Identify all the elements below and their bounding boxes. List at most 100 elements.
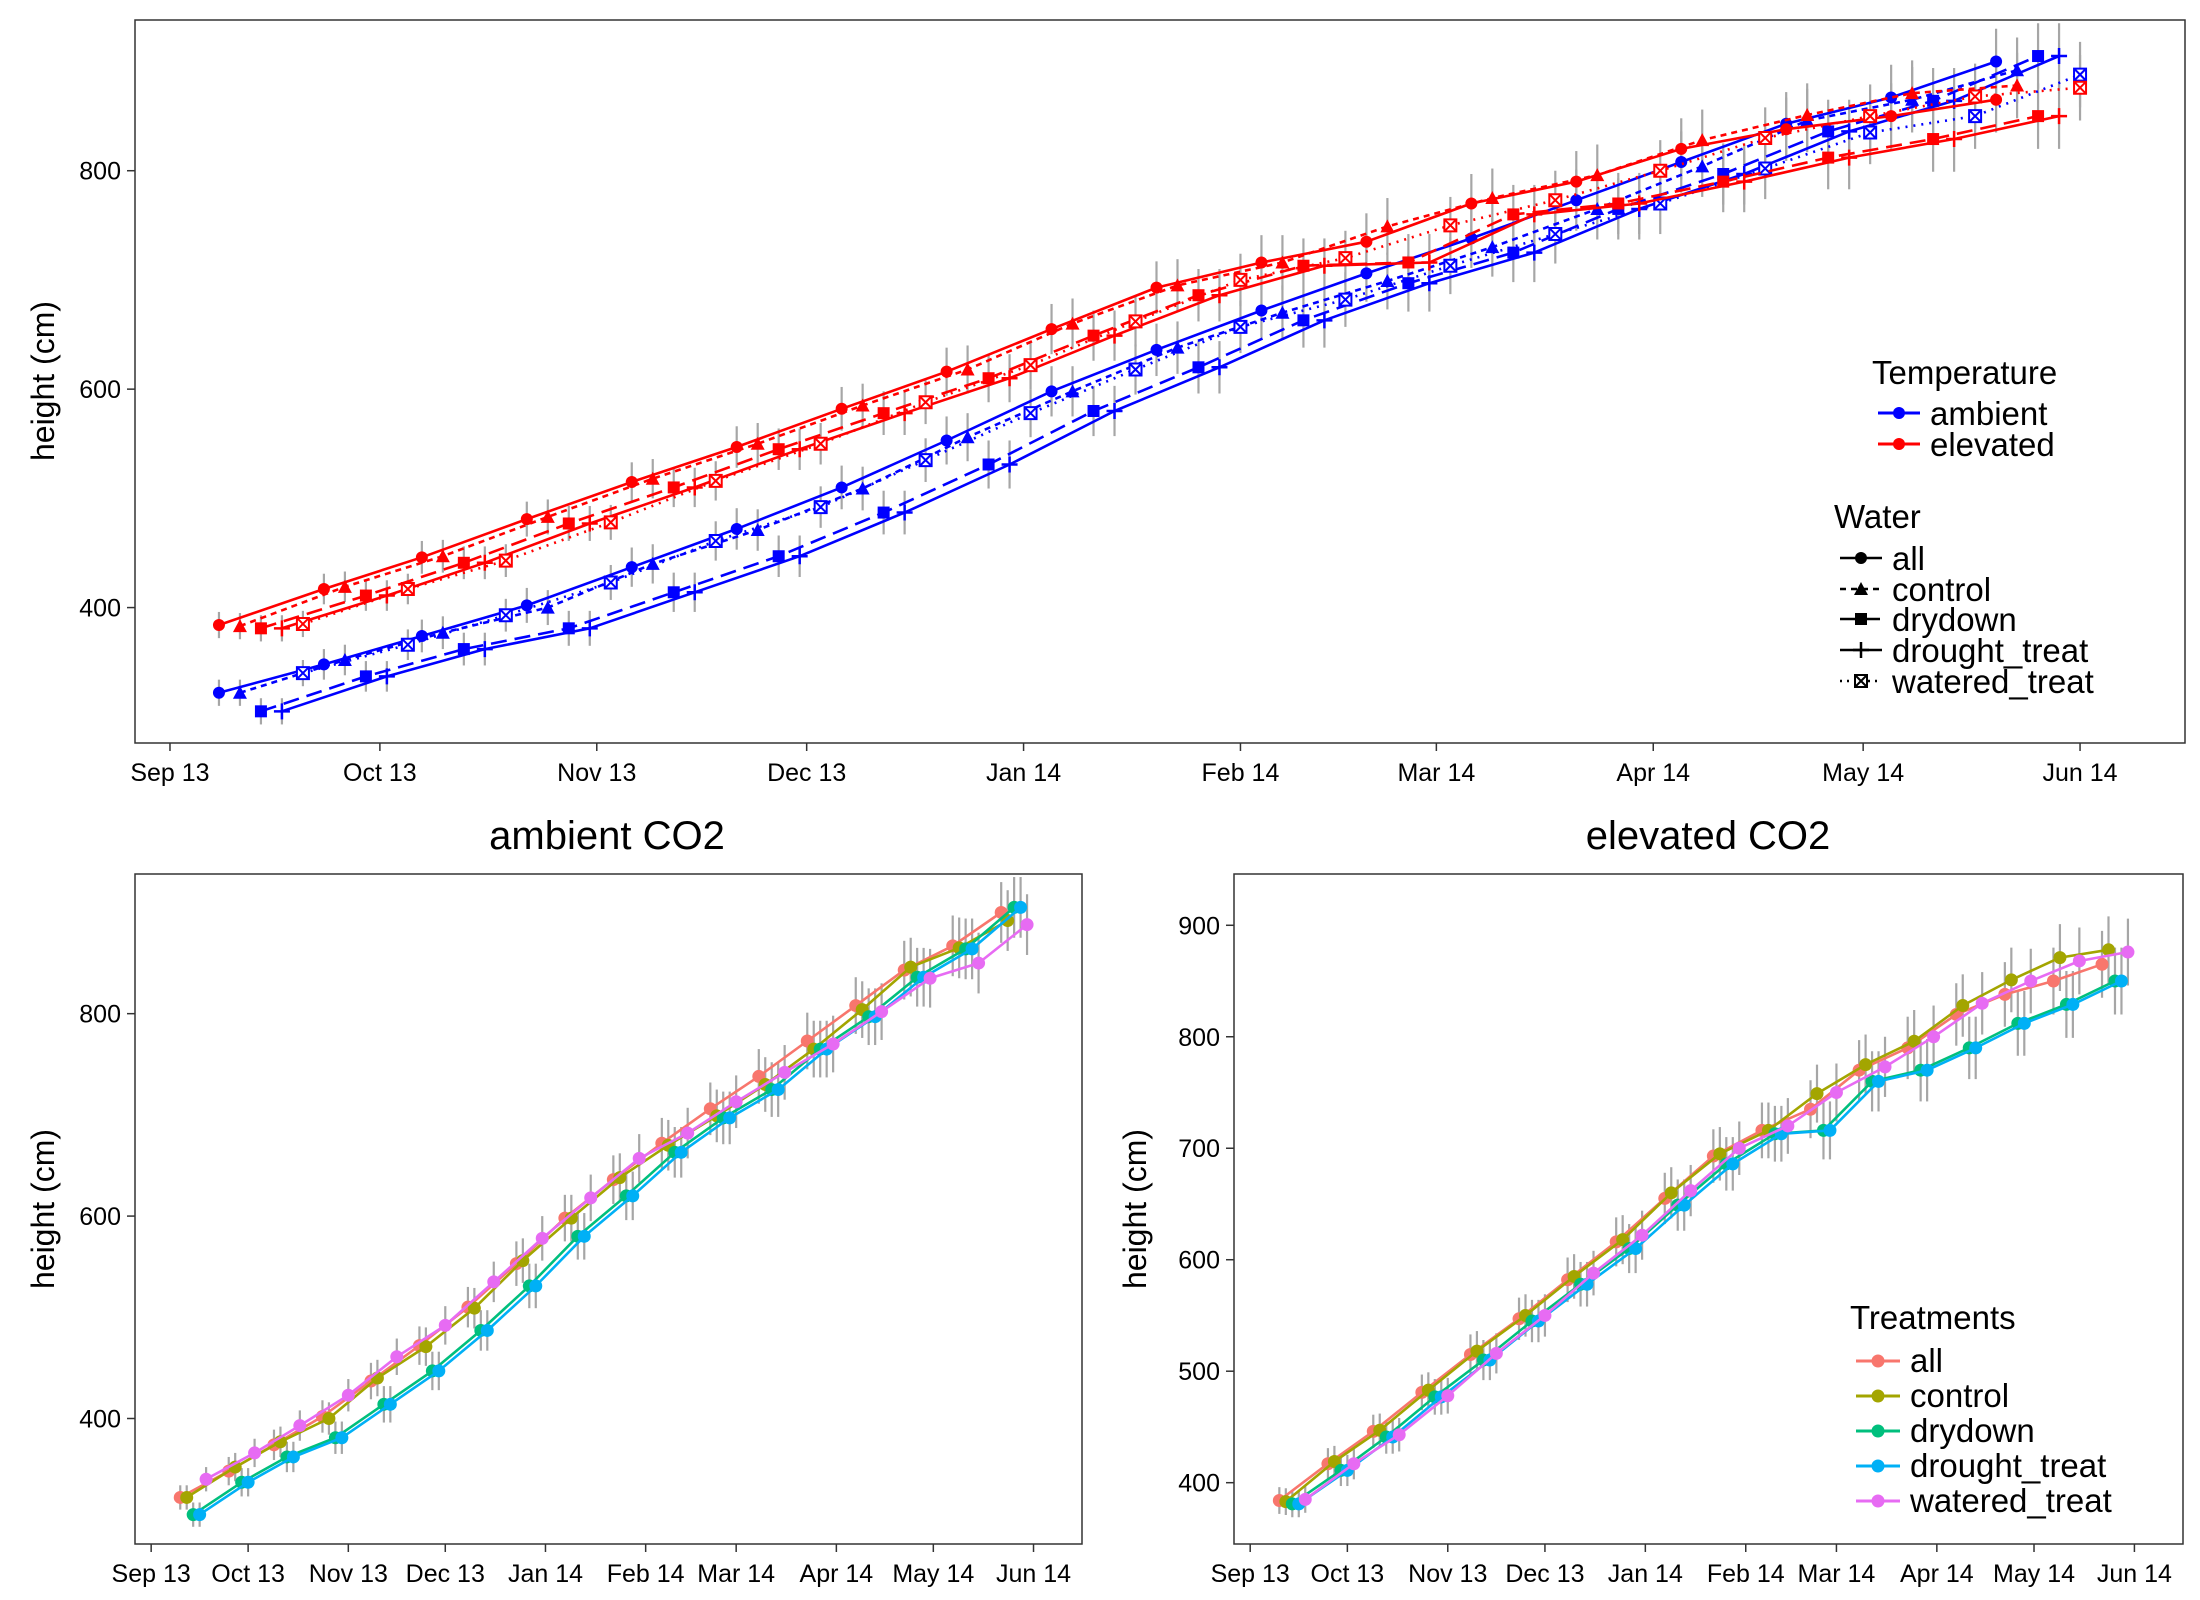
point-elevated-control (960, 362, 975, 376)
series-line-watered-treat (1304, 950, 2129, 1501)
point-ambient-watered-treat (918, 453, 933, 468)
point-elevated-watered-treat (603, 515, 618, 530)
elevated-co2-title: elevated CO2 (1586, 814, 1831, 858)
point-ambient-all (940, 434, 953, 447)
series-line-ambient-control (239, 68, 2018, 695)
point-elevated-drought-treat (1001, 370, 1018, 387)
x-tick-label: Apr 14 (800, 1560, 874, 1588)
y-tick-label: 600 (79, 1203, 121, 1231)
point-all (2046, 974, 2060, 988)
point-ambient-drought-treat (2051, 48, 2068, 65)
point-ambient-watered-treat (813, 500, 828, 515)
point-watered-treat (875, 1005, 889, 1019)
y-tick-label: 400 (1178, 1470, 1220, 1498)
point-elevated-watered-treat (1653, 163, 1668, 178)
point-watered-treat (1878, 1060, 1892, 1074)
point-ambient-control (337, 652, 352, 666)
point-watered-treat (632, 1151, 646, 1165)
point-elevated-watered-treat (295, 616, 310, 631)
y-tick-label: 400 (79, 1406, 121, 1434)
point-elevated-all (1675, 142, 1688, 155)
point-control (1907, 1034, 1921, 1048)
point-ambient-all (1045, 385, 1058, 398)
point-ambient-drought-treat (1211, 359, 1228, 376)
point-elevated-drydown (1612, 197, 1625, 210)
x-tick-label: May 14 (892, 1560, 974, 1588)
point-ambient-drydown (1192, 361, 1205, 374)
point-ambient-watered-treat (2073, 67, 2088, 82)
point-ambient-all (1570, 194, 1583, 207)
x-tick-label: May 14 (1993, 1560, 2075, 1588)
point-elevated-control (1905, 86, 1920, 100)
point-control (1956, 999, 1970, 1013)
point-elevated-all (1780, 123, 1793, 136)
point-ambient-drydown (2032, 50, 2045, 63)
x-tick-label: Apr 14 (1616, 759, 1690, 787)
point-elevated-control (1380, 219, 1395, 233)
x-tick-label: Mar 14 (697, 1560, 775, 1588)
point-ambient-all (730, 522, 743, 535)
point-drought-treat (1969, 1041, 1983, 1055)
point-elevated-drydown (1297, 259, 1310, 272)
point-elevated-watered-treat (1758, 130, 1773, 145)
series-line-control (1284, 948, 2109, 1503)
point-watered-treat (1392, 1428, 1406, 1442)
point-elevated-drydown (982, 372, 995, 385)
ambient-co2-title: ambient CO2 (489, 814, 725, 858)
point-control (1470, 1344, 1484, 1358)
point-watered-treat (972, 956, 986, 970)
ambient-co2-panel: ambient CO2 Sep 13 Oct 13 Nov 13 Dec 13 Jan … (25, 814, 1083, 1588)
point-elevated-drought-treat (1631, 195, 1648, 212)
point-watered-treat (1975, 996, 1989, 1010)
x-tick-label: Feb 14 (1707, 1560, 1785, 1588)
water-legend-drought-treat-label: drought_treat (1892, 632, 2088, 669)
elevated-co2-y-axis: 400 500 600 700 800 900 (1178, 912, 1234, 1498)
point-ambient-drydown (667, 586, 680, 599)
point-watered-treat (390, 1350, 404, 1364)
water-legend-keys (1840, 552, 1882, 688)
point-watered-treat (487, 1275, 501, 1289)
x-tick-label: Mar 14 (1397, 759, 1475, 787)
point-elevated-watered-treat (918, 395, 933, 410)
point-elevated-drydown (667, 481, 680, 494)
x-tick-label: Nov 13 (309, 1560, 388, 1588)
top-y-axis-title: height (cm) (25, 301, 61, 461)
treatments-legend-control-label: control (1910, 1377, 2009, 1414)
point-watered-treat (1298, 1492, 1312, 1506)
x-tick-label: Oct 13 (1311, 1560, 1385, 1588)
x-tick-label: Sep 13 (1211, 1560, 1290, 1588)
series-line-watered-treat (205, 923, 1028, 1481)
point-elevated-drought-treat (1526, 206, 1543, 223)
elevated-co2-y-axis-title: height (cm) (1117, 1129, 1153, 1289)
point-all (2095, 957, 2109, 971)
x-tick-label: Sep 13 (112, 1560, 191, 1588)
point-ambient-watered-treat (1338, 292, 1353, 307)
point-elevated-drought-treat (1841, 149, 1858, 166)
series-line-elevated-watered-treat (302, 86, 2081, 626)
point-ambient-drydown (1297, 314, 1310, 327)
point-watered-treat (248, 1446, 262, 1460)
treatments-legend-drydown-label: drydown (1910, 1412, 2035, 1449)
temperature-legend-elevated-key (1878, 438, 1920, 450)
point-ambient-watered-treat (1233, 319, 1248, 334)
point-ambient-control (232, 685, 247, 699)
point-elevated-drydown (772, 443, 785, 456)
point-elevated-drought-treat (2051, 108, 2068, 125)
point-ambient-all (415, 629, 428, 642)
point-drought-treat (674, 1145, 688, 1159)
point-ambient-all (1255, 304, 1268, 317)
water-legend-watered-treat-key (1840, 674, 1882, 688)
point-ambient-control (645, 556, 660, 570)
point-drought-treat (480, 1323, 494, 1337)
elevated-co2-panel-border (1233, 873, 2184, 1545)
point-drought-treat (771, 1083, 785, 1097)
point-watered-treat (1732, 1141, 1746, 1155)
point-elevated-drought-treat (1316, 257, 1333, 274)
point-ambient-watered-treat (295, 666, 310, 681)
point-ambient-all (625, 561, 638, 574)
water-legend-title: Water (1834, 498, 1921, 535)
point-elevated-control (855, 398, 870, 412)
point-ambient-drydown (877, 506, 890, 519)
point-control (1616, 1233, 1630, 1247)
point-watered-treat (1781, 1119, 1795, 1133)
